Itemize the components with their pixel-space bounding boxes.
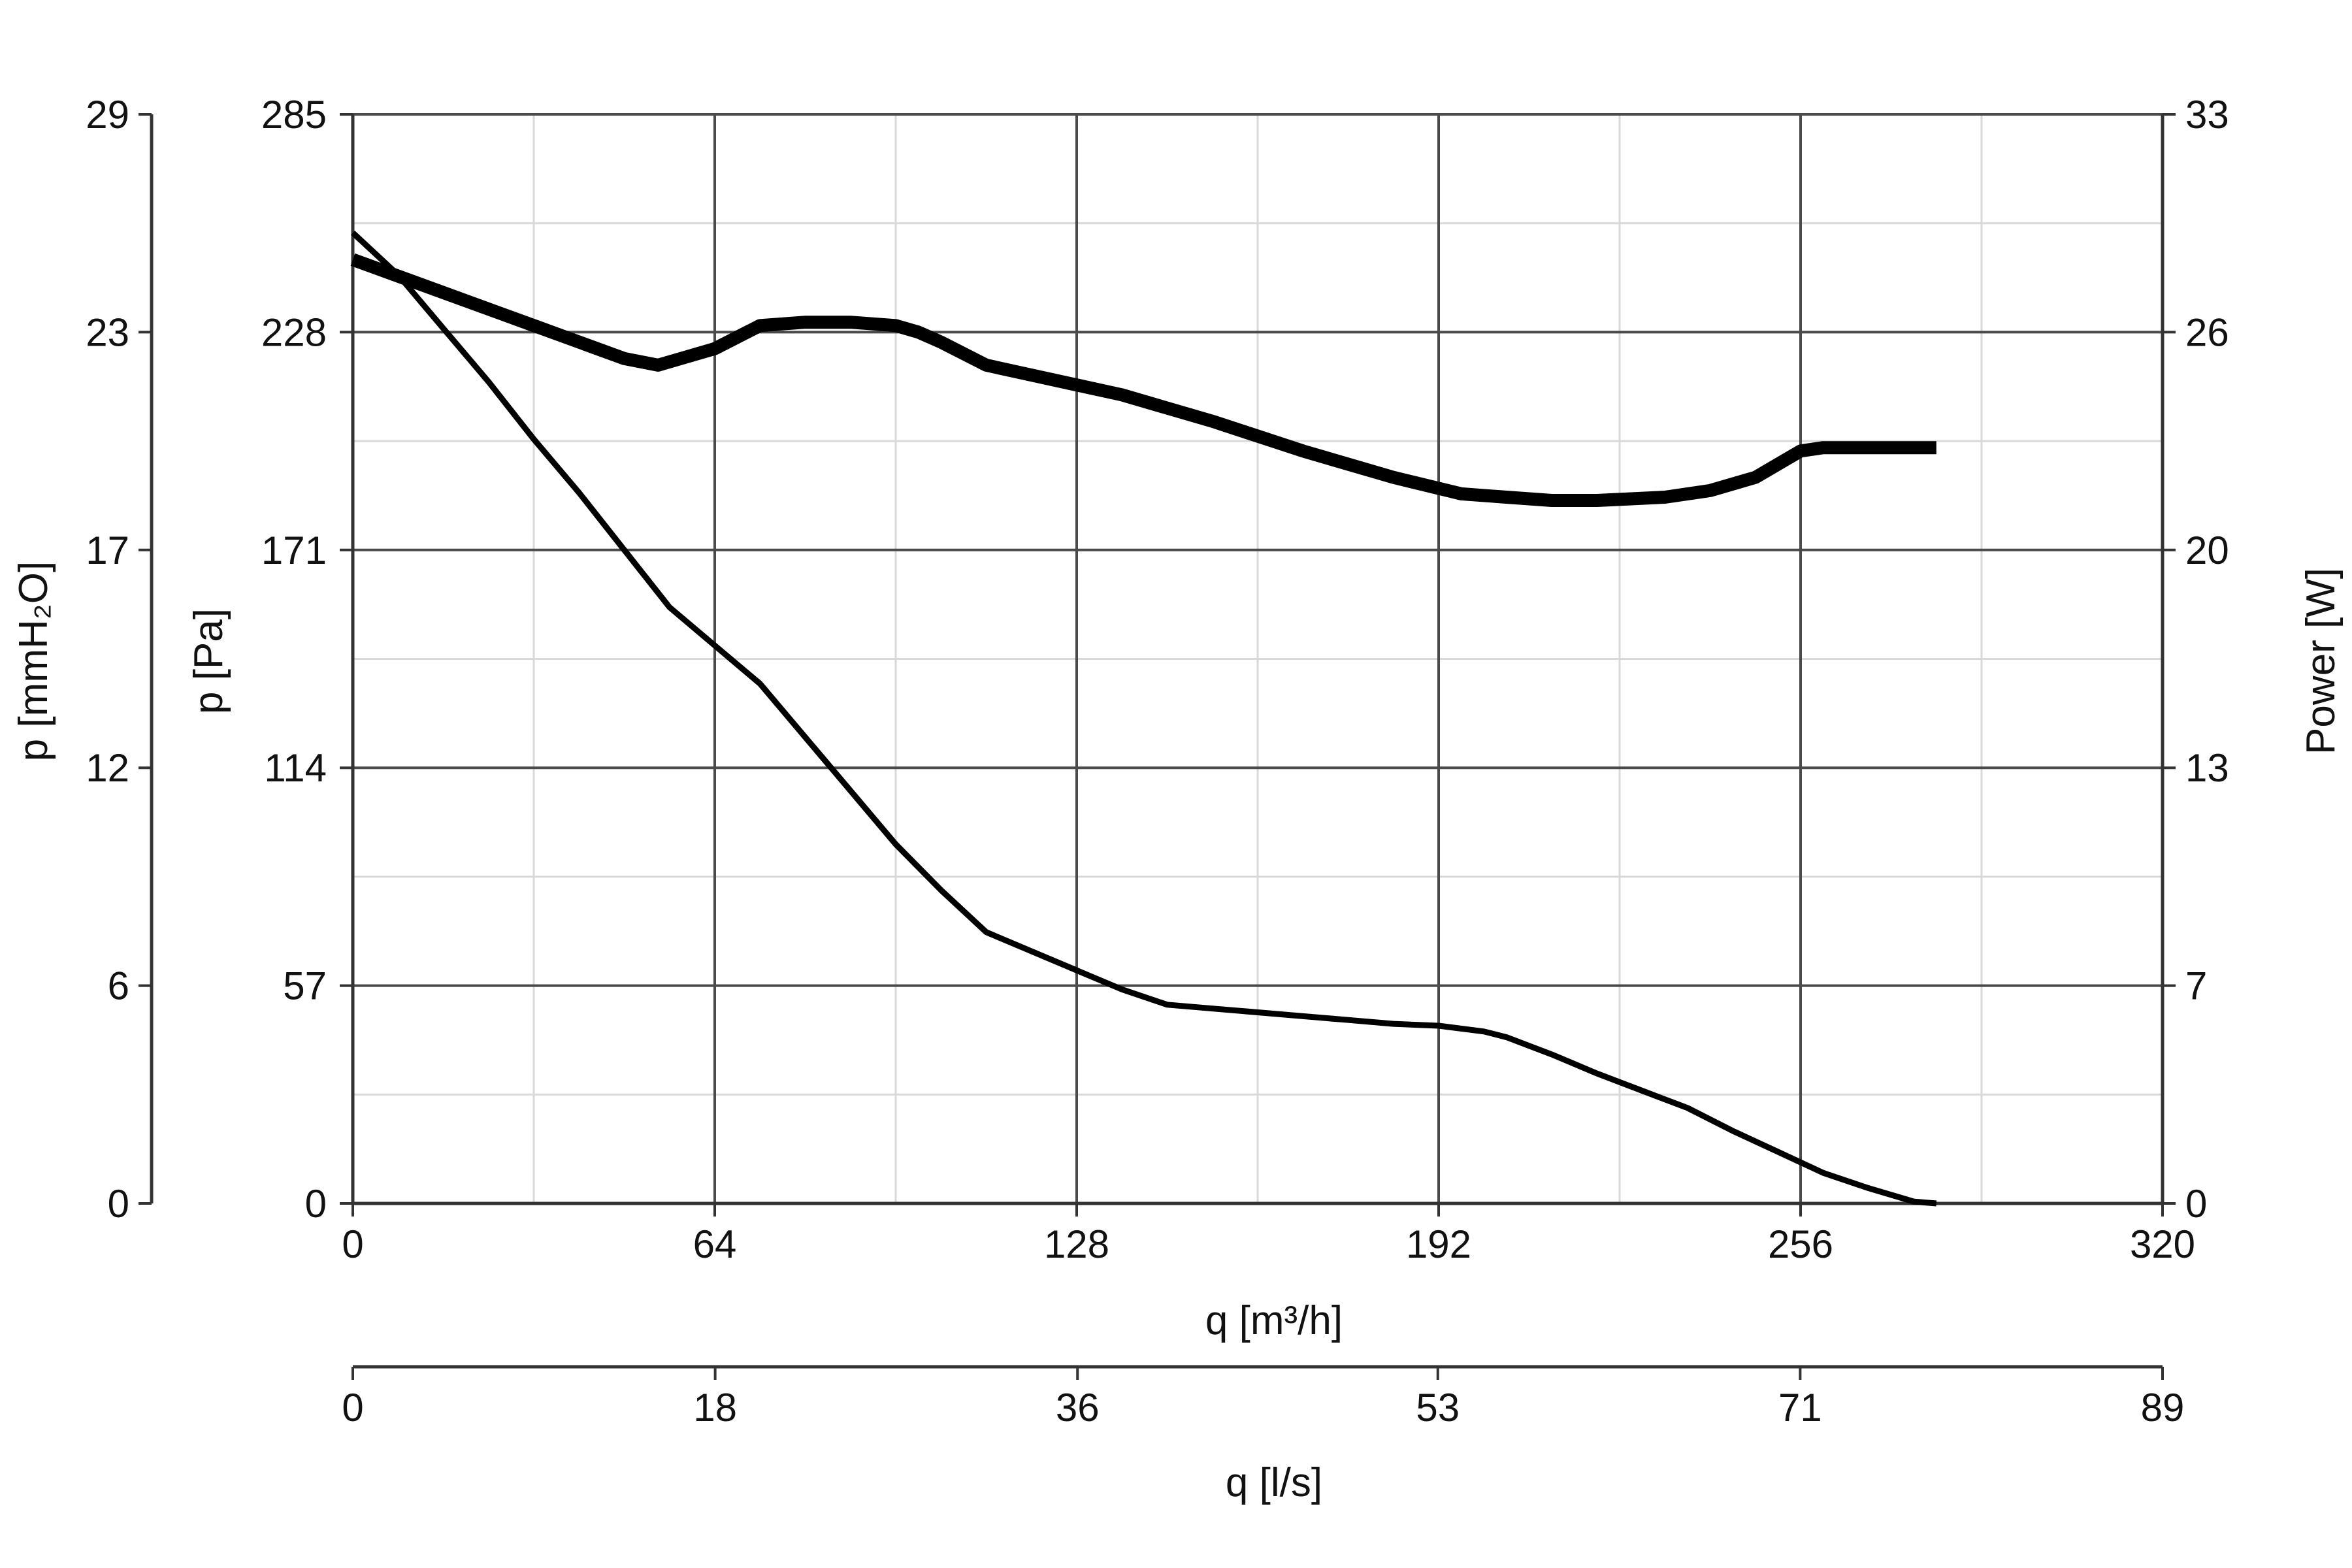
x2-tick-label: 0 (342, 1386, 363, 1429)
x-tick-label: 192 (1406, 1222, 1471, 1266)
y3-tick-label: 33 (2185, 93, 2229, 137)
y2-tick-label: 12 (86, 746, 129, 790)
x-tick-label: 320 (2130, 1222, 2195, 1266)
y-tick-label: 57 (283, 964, 327, 1008)
x2-tick-label: 53 (1416, 1386, 1460, 1429)
y2-tick-label: 23 (86, 310, 129, 354)
x2-tick-label: 18 (693, 1386, 737, 1429)
x2-axis-title: q [l/s] (1226, 1460, 1322, 1505)
y3-axis-title: Power [W] (2298, 568, 2344, 755)
x-tick-label: 128 (1044, 1222, 1109, 1266)
series-layer (350, 231, 1937, 1207)
y-axis-title: p [Pa] (186, 608, 231, 714)
y3-tick-label: 26 (2185, 310, 2229, 354)
y-tick-label: 114 (264, 746, 327, 790)
y3-tick-label: 7 (2185, 964, 2207, 1008)
x-tick-label: 0 (342, 1222, 363, 1266)
y3-tick-label: 13 (2185, 746, 2229, 790)
y2-tick-label: 0 (108, 1182, 129, 1226)
y-tick-label: 171 (261, 529, 327, 572)
x2-tick-label: 36 (1056, 1386, 1100, 1429)
y3-tick-label: 0 (2185, 1182, 2207, 1226)
pressure-curve (350, 231, 1937, 1207)
power-curve (350, 253, 1936, 507)
y2-tick-label: 29 (86, 93, 129, 137)
x-tick-label: 256 (1768, 1222, 1833, 1266)
x2-tick-label: 71 (1778, 1386, 1822, 1429)
y2-tick-label: 6 (108, 964, 129, 1008)
axes (139, 113, 2176, 1380)
x2-tick-label: 89 (2141, 1386, 2185, 1429)
y2-tick-label: 17 (86, 529, 129, 572)
y3-tick-label: 20 (2185, 529, 2229, 572)
x-axis-title: q [m³/h] (1205, 1298, 1343, 1343)
minor-grid (353, 114, 2163, 1203)
y-tick-label: 285 (261, 93, 327, 137)
y2-axis-title: p [mmH₂O] (11, 561, 56, 762)
x-tick-label: 64 (693, 1222, 737, 1266)
y-tick-label: 228 (261, 310, 327, 354)
y-tick-label: 0 (305, 1182, 327, 1226)
